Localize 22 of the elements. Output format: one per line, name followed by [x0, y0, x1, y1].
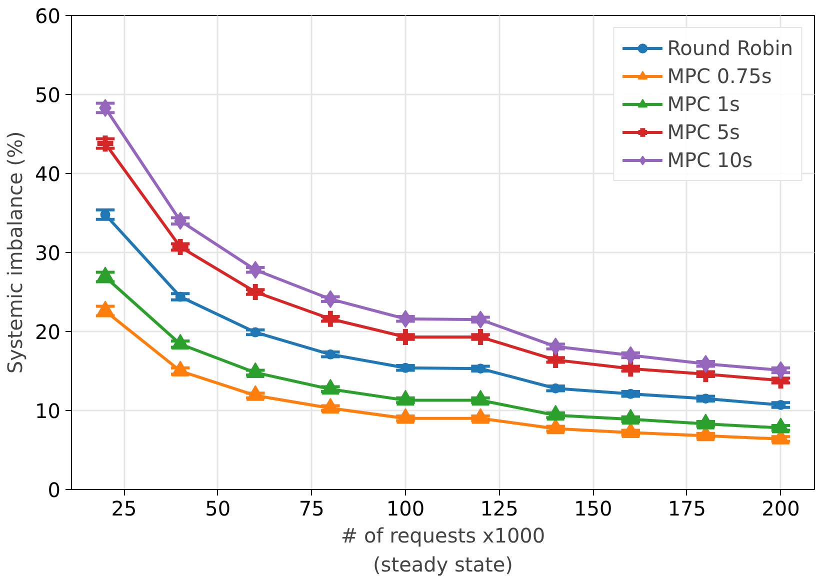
x-tick-label: 100	[386, 496, 425, 520]
x-tick-label: 175	[668, 496, 706, 520]
y-tick-label: 40	[35, 162, 61, 186]
y-tick-label: 50	[35, 83, 61, 107]
y-tick-label: 30	[35, 241, 61, 265]
y-tick-label: 10	[35, 399, 61, 423]
x-tick-label: 25	[111, 496, 137, 520]
x-tick-label: 125	[480, 496, 518, 520]
legend-label: MPC 1s	[667, 92, 740, 116]
legend-label: MPC 0.75s	[667, 64, 772, 88]
y-axis-title: Systemic imbalance (%)	[3, 131, 28, 374]
x-tick-label: 150	[574, 496, 612, 520]
x-tick-label: 75	[298, 496, 324, 520]
legend-label: MPC 5s	[667, 120, 740, 144]
y-tick-label: 20	[35, 320, 61, 344]
y-tick-label: 0	[48, 478, 61, 502]
x-axis-title: # of requests x1000 (steady state)	[340, 524, 546, 576]
legend-label: MPC 10s	[667, 148, 753, 172]
x-tick-label: 50	[205, 496, 231, 520]
y-tick-label: 60	[35, 4, 61, 28]
x-tick-label: 200	[762, 496, 800, 520]
legend-label: Round Robin	[667, 36, 793, 60]
